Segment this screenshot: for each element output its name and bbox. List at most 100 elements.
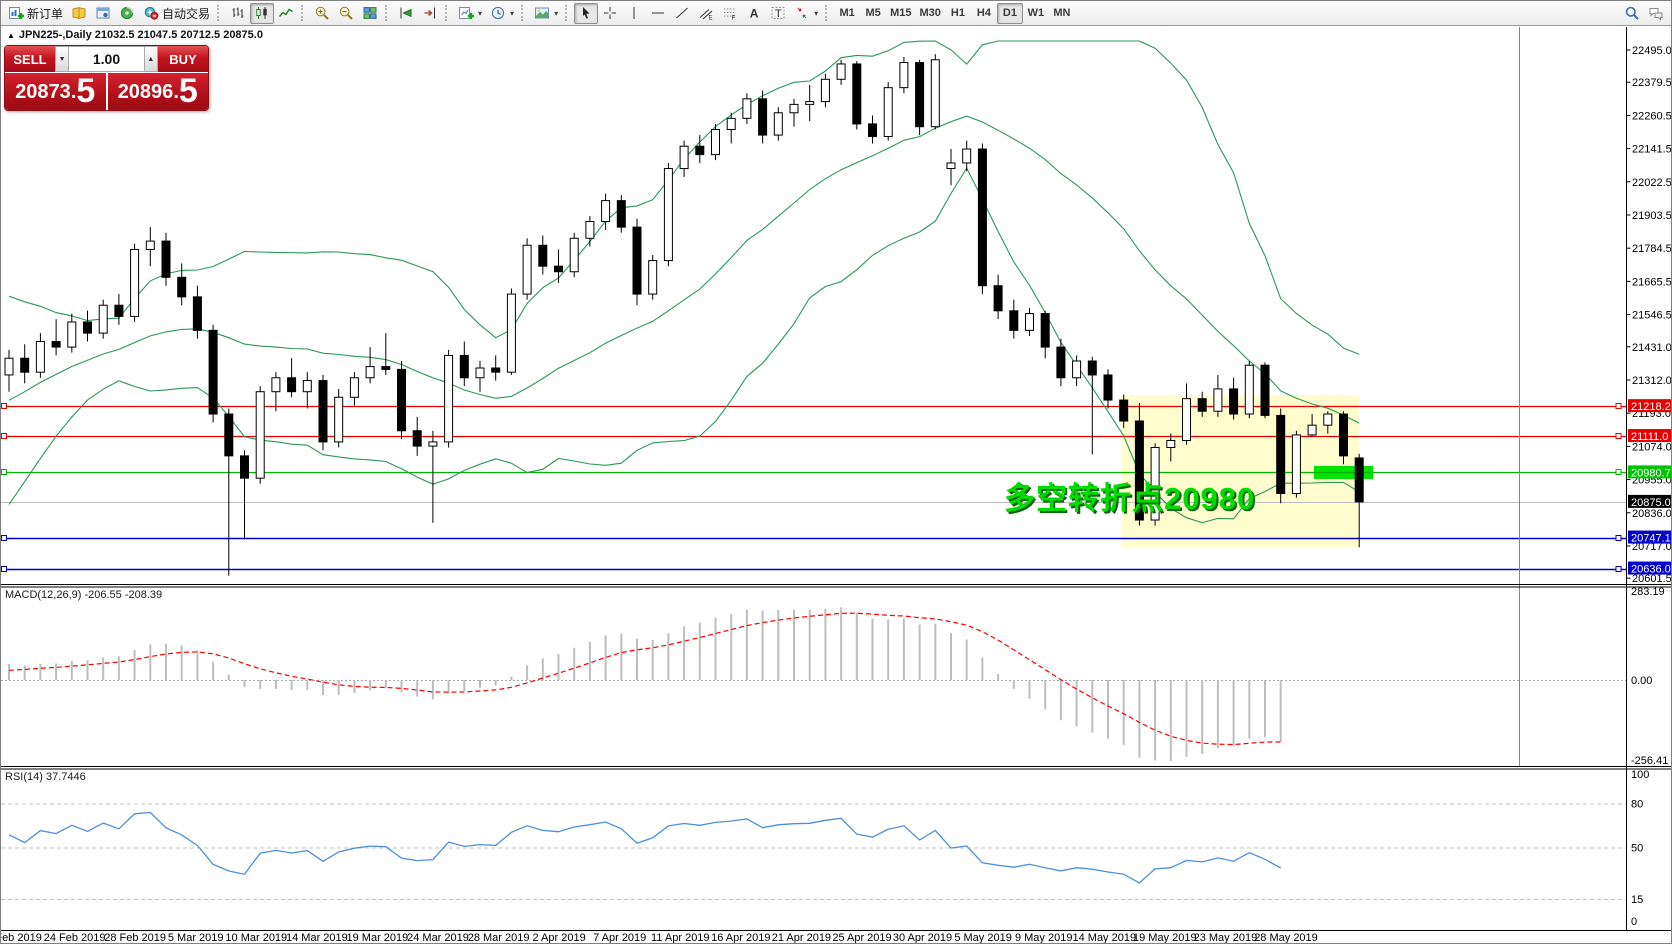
timeframe-h1-button[interactable]: H1 <box>945 3 971 24</box>
chart-text-annotation[interactable]: 多空转折点20980 <box>1004 481 1256 516</box>
auto-trading-button[interactable]: 自动交易 <box>139 3 214 24</box>
zoom-out-icon <box>338 5 354 21</box>
timeframe-m15-button[interactable]: M15 <box>886 3 915 24</box>
svg-text:21218.2: 21218.2 <box>1631 401 1671 413</box>
symbol-info: ▲ JPN225-,Daily 21032.5 21047.5 20712.5 … <box>7 29 263 41</box>
toolbar-grip <box>825 5 830 21</box>
svg-text:19 Mar 2019: 19 Mar 2019 <box>347 932 409 944</box>
cursor-icon <box>578 5 594 21</box>
price-tags: 21218.2 21111.0 20980.7 20875.0 20747.1 20636… <box>1628 399 1671 576</box>
horizontal-lines-layer[interactable] <box>1 403 1626 572</box>
sell-button[interactable]: SELL <box>5 46 55 72</box>
clock-icon <box>490 5 506 21</box>
toolbar-grip <box>301 5 306 21</box>
search-button[interactable] <box>1620 3 1644 24</box>
new-chart-icon <box>458 5 475 21</box>
svg-text:22379.5: 22379.5 <box>1632 77 1672 89</box>
vertical-line-button[interactable] <box>622 3 646 24</box>
svg-text:20980.7: 20980.7 <box>1631 467 1671 479</box>
market-watch-icon <box>71 5 87 21</box>
bar-chart-button[interactable] <box>226 3 250 24</box>
line-chart-button[interactable] <box>274 3 298 24</box>
navigator-button[interactable] <box>115 3 139 24</box>
equidistant-channel-button[interactable]: E <box>694 3 718 24</box>
collapse-panel-icon[interactable]: ▲ <box>7 30 15 40</box>
volume-increase-button[interactable]: ▲ <box>143 46 158 72</box>
timeframe-w1-button[interactable]: W1 <box>1023 3 1049 24</box>
timeframe-d1-button[interactable]: D1 <box>996 2 1023 24</box>
data-window-icon <box>95 5 111 21</box>
tile-windows-button[interactable] <box>358 3 382 24</box>
candlestick-chart-icon <box>254 5 270 21</box>
new-chart-button[interactable]: ▾ <box>454 3 486 24</box>
svg-text:20601.5: 20601.5 <box>1632 573 1672 585</box>
svg-text:0.00: 0.00 <box>1631 675 1652 687</box>
svg-text:21312.0: 21312.0 <box>1632 375 1672 387</box>
candlestick-chart-button[interactable] <box>250 2 275 24</box>
svg-text:11 Apr 2019: 11 Apr 2019 <box>651 932 710 944</box>
svg-text:14 Mar 2019: 14 Mar 2019 <box>286 932 348 944</box>
svg-text:9 May 2019: 9 May 2019 <box>1015 932 1072 944</box>
volume-stepper: ▼ ▲ <box>55 46 158 72</box>
svg-text:21074.0: 21074.0 <box>1632 441 1672 453</box>
svg-text:20636.0: 20636.0 <box>1631 564 1671 576</box>
period-selector-button[interactable]: ▾ <box>486 3 518 24</box>
trendline-icon <box>674 5 690 21</box>
svg-text:-256.41: -256.41 <box>1631 755 1668 767</box>
svg-text:28 May 2019: 28 May 2019 <box>1254 932 1318 944</box>
timeframe-m30-button[interactable]: M30 <box>916 3 945 24</box>
svg-text:28 Feb 2019: 28 Feb 2019 <box>104 932 166 944</box>
svg-text:E: E <box>709 16 713 22</box>
zoom-in-icon <box>314 5 330 21</box>
profiles-button[interactable]: ▾ <box>530 3 562 24</box>
svg-text:15: 15 <box>1631 894 1643 906</box>
text-label-button[interactable]: T <box>766 3 790 24</box>
svg-text:7 Apr 2019: 7 Apr 2019 <box>593 932 646 944</box>
buy-button[interactable]: BUY <box>158 46 208 72</box>
auto-scroll-button[interactable] <box>394 3 418 24</box>
data-window-button[interactable] <box>91 3 115 24</box>
chart-shift-button[interactable] <box>418 3 442 24</box>
macd-indicator-label: MACD(12,26,9) -206.55 -208.39 <box>5 589 163 601</box>
market-watch-button[interactable] <box>67 3 91 24</box>
svg-text:T: T <box>775 8 782 20</box>
crosshair-icon <box>602 5 618 21</box>
svg-text:2 Apr 2019: 2 Apr 2019 <box>532 932 585 944</box>
buy-price-main: 20896 <box>117 80 174 103</box>
buy-price[interactable]: 20896. 5 <box>107 73 208 110</box>
sell-price-pip: 5 <box>76 72 96 111</box>
toolbar-grip <box>521 5 526 21</box>
zoom-out-button[interactable] <box>334 3 358 24</box>
arrows-button[interactable]: ▾ <box>790 3 822 24</box>
price-axis[interactable]: 22495.0 22379.5 22260.5 22141.5 22022.5 21903… <box>1626 45 1672 928</box>
chat-button[interactable] <box>1644 3 1668 24</box>
timeframe-mn-button[interactable]: MN <box>1049 3 1075 24</box>
timeframe-m5-button[interactable]: M5 <box>860 3 886 24</box>
text-button[interactable]: A <box>742 3 766 24</box>
volume-input[interactable] <box>69 46 144 72</box>
cursor-button[interactable] <box>574 2 599 24</box>
zoom-in-button[interactable] <box>310 3 334 24</box>
fibonacci-button[interactable]: F <box>718 3 742 24</box>
timeframe-m1-button[interactable]: M1 <box>834 3 860 24</box>
new-order-button[interactable]: 新订单 <box>4 3 67 24</box>
trendline-button[interactable] <box>670 3 694 24</box>
crosshair-button[interactable] <box>598 3 622 24</box>
rsi-indicator-label: RSI(14) 37.7446 <box>5 771 86 783</box>
panel-frames <box>1 27 1671 931</box>
sell-price[interactable]: 20873. 5 <box>5 73 106 110</box>
search-icon <box>1624 5 1640 21</box>
svg-text:22141.5: 22141.5 <box>1632 144 1672 156</box>
volume-decrease-button[interactable]: ▼ <box>55 46 70 72</box>
up-arrow-icon: ▲ <box>147 55 155 63</box>
horizontal-line-button[interactable] <box>646 3 670 24</box>
text-a-icon: A <box>746 5 762 21</box>
svg-text:25 Apr 2019: 25 Apr 2019 <box>832 932 891 944</box>
chart-shift-icon <box>422 5 438 21</box>
sell-price-main: 20873 <box>15 80 71 103</box>
svg-text:20875.0: 20875.0 <box>1631 497 1671 509</box>
timeframe-h4-button[interactable]: H4 <box>971 3 997 24</box>
svg-text:16 Apr 2019: 16 Apr 2019 <box>711 932 770 944</box>
